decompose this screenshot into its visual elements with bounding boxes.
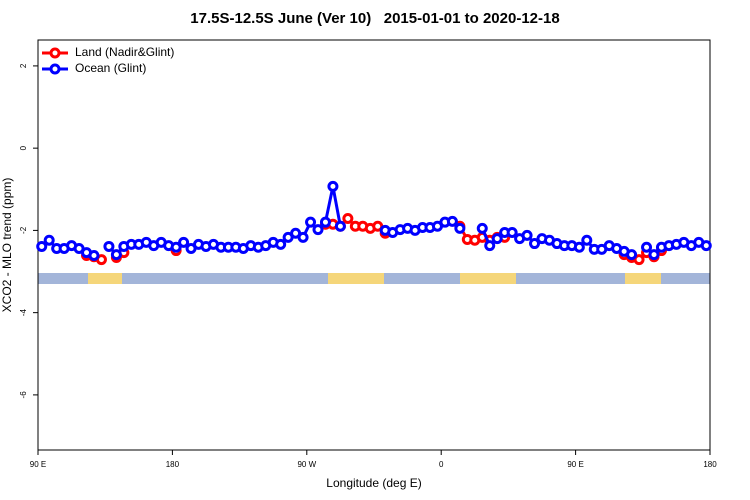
data-point xyxy=(700,240,712,252)
data-point xyxy=(297,231,309,243)
mask-land xyxy=(328,273,384,284)
data-point xyxy=(446,215,458,227)
data-point xyxy=(633,254,645,266)
data-point xyxy=(454,222,466,234)
x-tick-label: 0 xyxy=(439,460,444,469)
data-point xyxy=(626,249,638,261)
data-point xyxy=(88,249,100,261)
data-point xyxy=(319,216,331,228)
data-point xyxy=(103,240,115,252)
data-point xyxy=(342,212,354,224)
data-point xyxy=(506,226,518,238)
data-point xyxy=(641,241,653,253)
legend-marker xyxy=(49,63,61,75)
x-tick-label: 90 W xyxy=(297,460,316,469)
data-point xyxy=(484,240,496,252)
y-tick-label: 0 xyxy=(19,145,28,150)
data-point xyxy=(312,224,324,236)
data-point xyxy=(305,216,317,228)
data-point xyxy=(491,233,503,245)
chart-title: 17.5S-12.5S June (Ver 10) 2015-01-01 to … xyxy=(190,10,559,27)
land-mask xyxy=(38,273,710,284)
data-point xyxy=(170,241,182,253)
legend-label: Land (Nadir&Glint) xyxy=(75,45,174,59)
data-point xyxy=(529,238,541,250)
legend-marker xyxy=(49,47,61,59)
y-axis-label: XCO2 - MLO trend (ppm) xyxy=(0,178,14,313)
y-tick-label: -6 xyxy=(19,391,28,399)
x-tick-label: 180 xyxy=(166,460,180,469)
legend-label: Ocean (Glint) xyxy=(75,61,146,75)
data-point xyxy=(521,229,533,241)
mask-land xyxy=(88,273,122,284)
data-point xyxy=(327,180,339,192)
mask-land xyxy=(625,273,661,284)
data-point xyxy=(476,222,488,234)
x-tick-label: 180 xyxy=(703,460,717,469)
x-tick-label: 90 E xyxy=(567,460,583,469)
data-point xyxy=(110,249,122,261)
x-tick-label: 90 E xyxy=(30,460,46,469)
data-point xyxy=(334,220,346,232)
data-point xyxy=(581,234,593,246)
data-point xyxy=(43,234,55,246)
y-tick-label: -4 xyxy=(19,309,28,317)
data-point xyxy=(573,241,585,253)
y-tick-label: -2 xyxy=(19,226,28,234)
x-axis-label: Longitude (deg E) xyxy=(326,476,421,490)
data-point xyxy=(275,238,287,250)
y-tick-label: 2 xyxy=(19,63,28,68)
mask-land xyxy=(460,273,516,284)
data-point xyxy=(36,240,48,252)
data-point xyxy=(178,236,190,248)
data-point xyxy=(648,249,660,261)
